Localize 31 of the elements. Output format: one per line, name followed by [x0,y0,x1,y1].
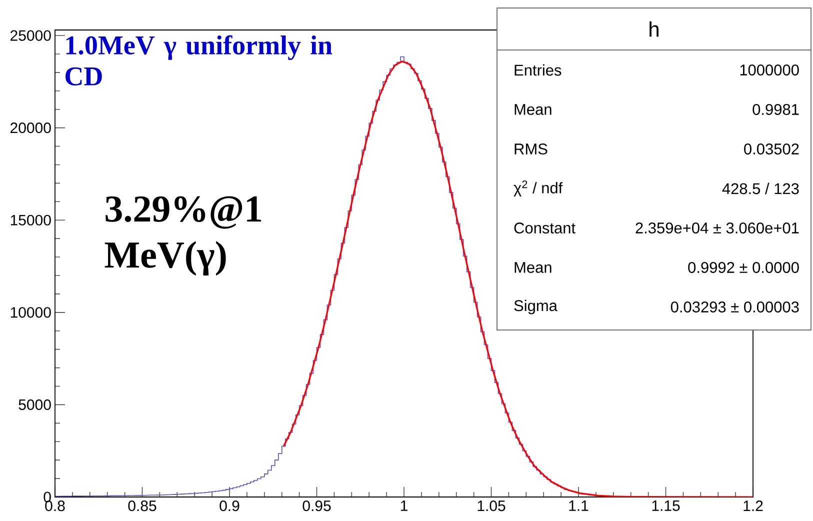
x-tick-label: 1.2 [744,500,763,511]
annotation: 428.5 / 123 [722,182,799,194]
x-tick-label: 1.15 [652,500,680,511]
x-tick-label: 1 [400,500,408,511]
annotation: 3.29%@1 MeV(γ) [104,196,262,276]
y-tick-label: 10000 [10,307,51,318]
x-tick-label: 0.8 [45,500,65,512]
annotation: Constant [514,222,576,234]
x-tick-label: 0.9 [220,500,240,512]
x-tick-label: 1.1 [569,500,588,511]
annotation: 0.03502 [744,144,799,154]
annotation: 1000000 [740,64,799,76]
annotation: χ$^{2}$ / ndf [514,180,563,196]
annotation: 0.9992 ± 0.0000 [688,262,799,273]
annotation: 0.03293 ± 0.00003 [670,302,799,312]
annotation: Mean [514,262,552,273]
annotation: 0.9981 [752,104,799,115]
y-tick-label: 5000 [18,399,51,410]
annotation: 2.359e+04 ± 3.060e+01 [636,222,799,234]
annotation: Entries [514,64,562,76]
y-tick-label: 20000 [10,122,51,134]
y-tick-label: 15000 [10,214,51,226]
annotation: Mean [514,104,552,115]
text: 1.0MeV γ uniformly in CD [66,35,332,86]
x-tick-label: 0.85 [128,500,156,512]
x-tick-label: 1.05 [478,500,506,512]
annotation: RMS [514,144,548,154]
annotation: Sigma [514,300,558,314]
annotation: h [650,21,658,37]
y-tick-label: 25000 [10,30,51,41]
x-tick-label: 0.95 [302,500,331,512]
